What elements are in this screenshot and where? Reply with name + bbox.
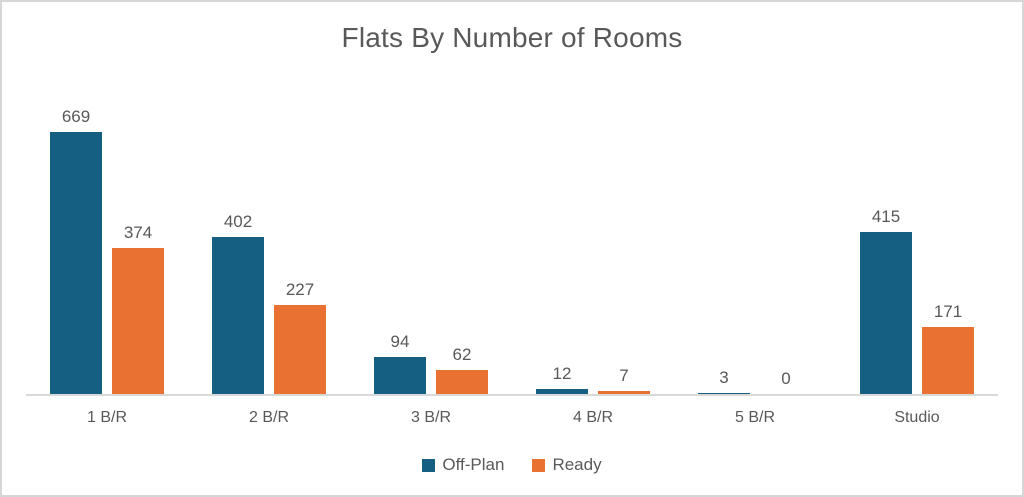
legend-label: Off-Plan xyxy=(442,455,505,474)
bar-value-label: 62 xyxy=(452,345,472,364)
bar-col-off-plan-1-b-r: 669 xyxy=(50,107,102,394)
bar-group-3-b-r: 94 62 xyxy=(350,120,512,394)
bar-value-label: 669 xyxy=(61,107,91,126)
bar-off-plan-studio xyxy=(860,232,912,394)
category-label-studio: Studio xyxy=(894,409,940,426)
category-axis: 1 B/R 2 B/R 3 B/R 4 B/R 5 B/R Studio xyxy=(26,396,998,427)
bar-col-ready-4-b-r: 7 xyxy=(598,366,650,394)
legend-item-off-plan: Off-Plan xyxy=(422,455,504,475)
bar-col-ready-1-b-r: 374 xyxy=(112,223,164,394)
category-label-4-b-r: 4 B/R xyxy=(572,409,613,426)
chart-legend: Off-Plan Ready xyxy=(2,455,1022,475)
bar-col-off-plan-studio: 415 xyxy=(860,207,912,394)
legend-swatch-icon xyxy=(422,458,436,472)
category-label-1-b-r: 1 B/R xyxy=(86,409,127,426)
bar-col-off-plan-2-b-r: 402 xyxy=(212,212,264,394)
bar-value-label: 0 xyxy=(781,369,791,388)
chart-title: Flats By Number of Rooms xyxy=(341,22,683,53)
bar-col-ready-2-b-r: 227 xyxy=(274,280,326,394)
bar-value-label: 12 xyxy=(552,364,572,383)
legend-swatch-icon xyxy=(532,458,546,472)
bar-ready-4-b-r xyxy=(598,391,650,394)
bar-ready-studio xyxy=(922,327,974,394)
bar-group-studio: 415 171 xyxy=(836,120,998,394)
bar-value-label: 402 xyxy=(223,212,253,231)
bar-col-off-plan-4-b-r: 12 xyxy=(536,364,588,394)
bar-col-off-plan-3-b-r: 94 xyxy=(374,332,426,394)
bar-col-ready-3-b-r: 62 xyxy=(436,345,488,394)
bar-value-label: 227 xyxy=(285,280,315,299)
bar-off-plan-5-b-r xyxy=(698,393,750,394)
bar-col-ready-5-b-r: 0 xyxy=(760,369,812,394)
bar-value-label: 3 xyxy=(719,368,729,387)
bar-value-label: 415 xyxy=(871,207,901,226)
bar-ready-3-b-r xyxy=(436,370,488,394)
bar-group-4-b-r: 12 7 xyxy=(512,120,674,394)
bar-value-label: 171 xyxy=(933,302,963,321)
bar-group-2-b-r: 402 227 xyxy=(188,120,350,394)
bar-off-plan-2-b-r xyxy=(212,237,264,394)
bar-ready-2-b-r xyxy=(274,305,326,394)
bar-value-label: 7 xyxy=(619,366,629,385)
bar-value-label: 94 xyxy=(390,332,410,351)
category-label-2-b-r: 2 B/R xyxy=(248,409,289,426)
legend-item-ready: Ready xyxy=(532,455,602,475)
bar-off-plan-3-b-r xyxy=(374,357,426,394)
bar-ready-1-b-r xyxy=(112,248,164,394)
bar-col-ready-studio: 171 xyxy=(922,302,974,394)
bars-region: 669 374 402 227 94 62 12 7 3 0 415 171 xyxy=(26,107,998,396)
bar-off-plan-4-b-r xyxy=(536,389,588,394)
plot-area: 669 374 402 227 94 62 12 7 3 0 415 171 1 B/R 2 B/R 3 … xyxy=(26,107,998,427)
bar-col-off-plan-5-b-r: 3 xyxy=(698,368,750,394)
bar-group-1-b-r: 669 374 xyxy=(26,107,188,394)
category-label-3-b-r: 3 B/R xyxy=(410,409,451,426)
bar-value-label: 374 xyxy=(123,223,153,242)
legend-label: Ready xyxy=(552,455,602,474)
bar-off-plan-1-b-r xyxy=(50,132,102,394)
category-label-5-b-r: 5 B/R xyxy=(734,409,775,426)
